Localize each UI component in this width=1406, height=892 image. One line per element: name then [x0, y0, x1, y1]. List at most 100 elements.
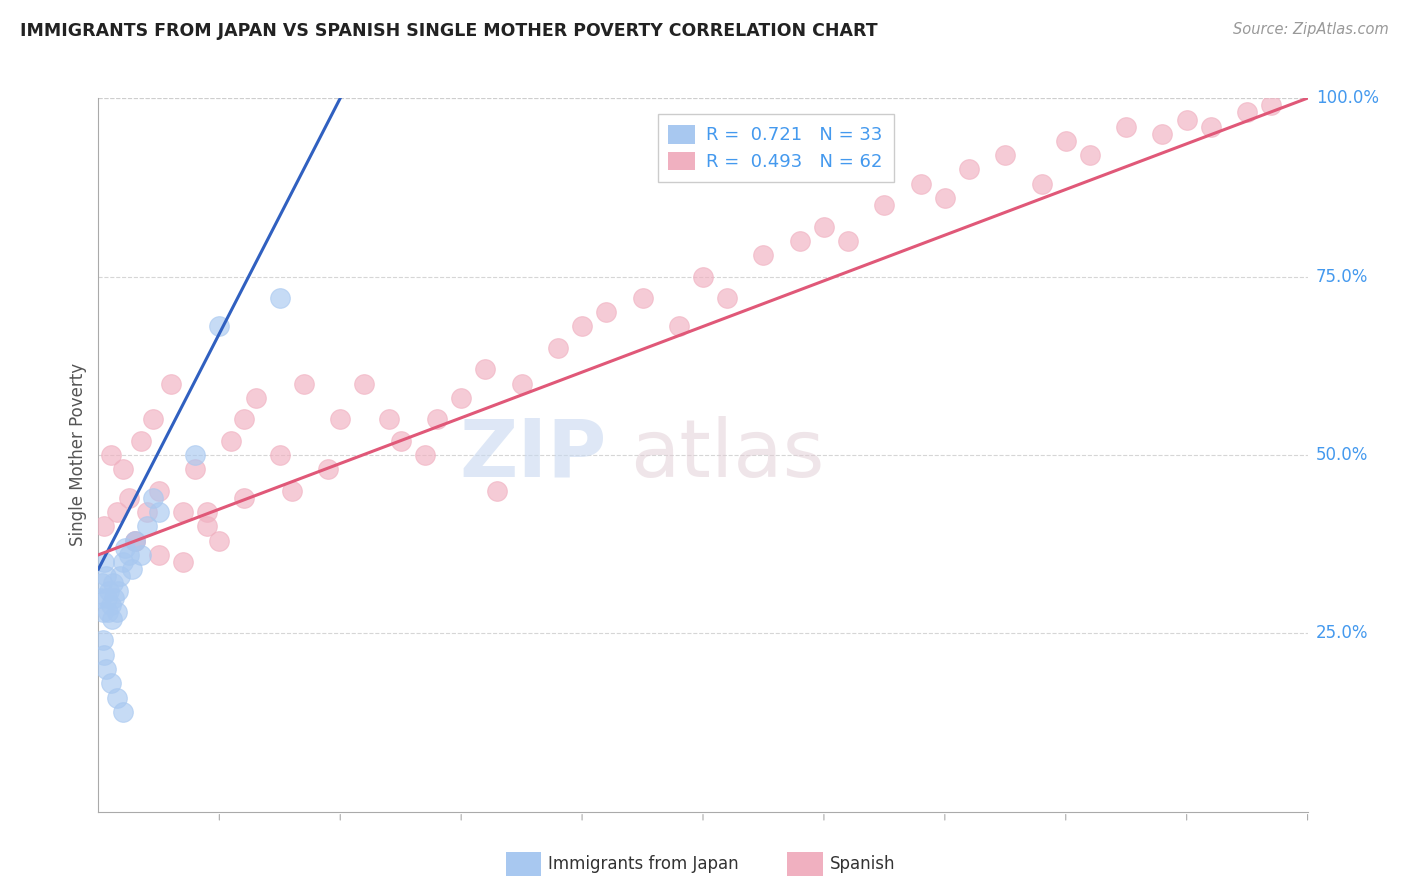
Point	[93, 555, 115, 569]
Point	[94, 569, 117, 583]
Legend: R =  0.721   N = 33, R =  0.493   N = 62: R = 0.721 N = 33, R = 0.493 N = 62	[658, 114, 894, 182]
Point	[208, 319, 231, 334]
Point	[93, 519, 115, 533]
Point	[148, 483, 170, 498]
Point	[1031, 177, 1053, 191]
Y-axis label: Single Mother Poverty: Single Mother Poverty	[69, 363, 87, 547]
Point	[692, 269, 714, 284]
Point	[91, 633, 114, 648]
Point	[1175, 112, 1198, 127]
Point	[281, 483, 304, 498]
Point	[148, 548, 170, 562]
Point	[172, 555, 194, 569]
Point	[873, 198, 896, 212]
Point	[1078, 148, 1101, 162]
Point	[195, 505, 218, 519]
Point	[108, 569, 131, 583]
Point	[389, 434, 412, 448]
Point	[94, 662, 117, 676]
Point	[221, 434, 243, 448]
Point	[91, 576, 114, 591]
Point	[118, 548, 141, 562]
Point	[329, 412, 352, 426]
Point	[789, 234, 811, 248]
Point	[124, 533, 146, 548]
Text: 100.0%: 100.0%	[1244, 842, 1308, 860]
Text: 100.0%: 100.0%	[1316, 89, 1379, 107]
Point	[135, 505, 157, 519]
Point	[121, 562, 143, 576]
Point	[813, 219, 835, 234]
Point	[195, 519, 218, 533]
Point	[105, 605, 128, 619]
Point	[100, 448, 122, 462]
Point	[316, 462, 339, 476]
Point	[172, 505, 194, 519]
Point	[160, 376, 183, 391]
Point	[837, 234, 859, 248]
Point	[232, 491, 254, 505]
Point	[111, 705, 134, 719]
Point	[135, 519, 157, 533]
Point	[129, 548, 152, 562]
Point	[377, 412, 399, 426]
Text: IMMIGRANTS FROM JAPAN VS SPANISH SINGLE MOTHER POVERTY CORRELATION CHART: IMMIGRANTS FROM JAPAN VS SPANISH SINGLE …	[20, 22, 877, 40]
Point	[103, 591, 125, 605]
Point	[269, 291, 291, 305]
Text: Spanish: Spanish	[830, 855, 896, 873]
Text: 50.0%: 50.0%	[1316, 446, 1368, 464]
Text: 0.0%: 0.0%	[98, 842, 141, 860]
Point	[571, 319, 593, 334]
Point	[105, 690, 128, 705]
Text: Source: ZipAtlas.com: Source: ZipAtlas.com	[1233, 22, 1389, 37]
Point	[184, 448, 207, 462]
Point	[101, 576, 124, 591]
Point	[148, 505, 170, 519]
Point	[142, 412, 165, 426]
Point	[232, 412, 254, 426]
Point	[98, 583, 121, 598]
Point	[118, 491, 141, 505]
Point	[107, 583, 129, 598]
Point	[292, 376, 315, 391]
Point	[957, 162, 980, 177]
Point	[100, 612, 122, 626]
Text: 25.0%: 25.0%	[1316, 624, 1368, 642]
Point	[142, 491, 165, 505]
Text: ZIP: ZIP	[458, 416, 606, 494]
Point	[124, 533, 146, 548]
Point	[245, 391, 267, 405]
Point	[1152, 127, 1174, 141]
Point	[1236, 105, 1258, 120]
Point	[91, 605, 114, 619]
Point	[716, 291, 738, 305]
Point	[129, 434, 152, 448]
Point	[413, 448, 436, 462]
Point	[668, 319, 690, 334]
Point	[114, 541, 136, 555]
Point	[510, 376, 533, 391]
Point	[752, 248, 775, 262]
Point	[994, 148, 1017, 162]
Bar	[506, 852, 541, 876]
Point	[208, 533, 231, 548]
Point	[1054, 134, 1077, 148]
Point	[90, 591, 112, 605]
Point	[93, 648, 115, 662]
Point	[486, 483, 509, 498]
Point	[353, 376, 375, 391]
Point	[111, 462, 134, 476]
Point	[934, 191, 956, 205]
Point	[910, 177, 932, 191]
Point	[184, 462, 207, 476]
Point	[97, 605, 120, 619]
Point	[474, 362, 496, 376]
Bar	[787, 852, 823, 876]
Point	[631, 291, 654, 305]
Text: atlas: atlas	[630, 416, 825, 494]
Point	[124, 533, 146, 548]
Point	[96, 591, 118, 605]
Point	[269, 448, 291, 462]
Point	[105, 505, 128, 519]
Point	[595, 305, 617, 319]
